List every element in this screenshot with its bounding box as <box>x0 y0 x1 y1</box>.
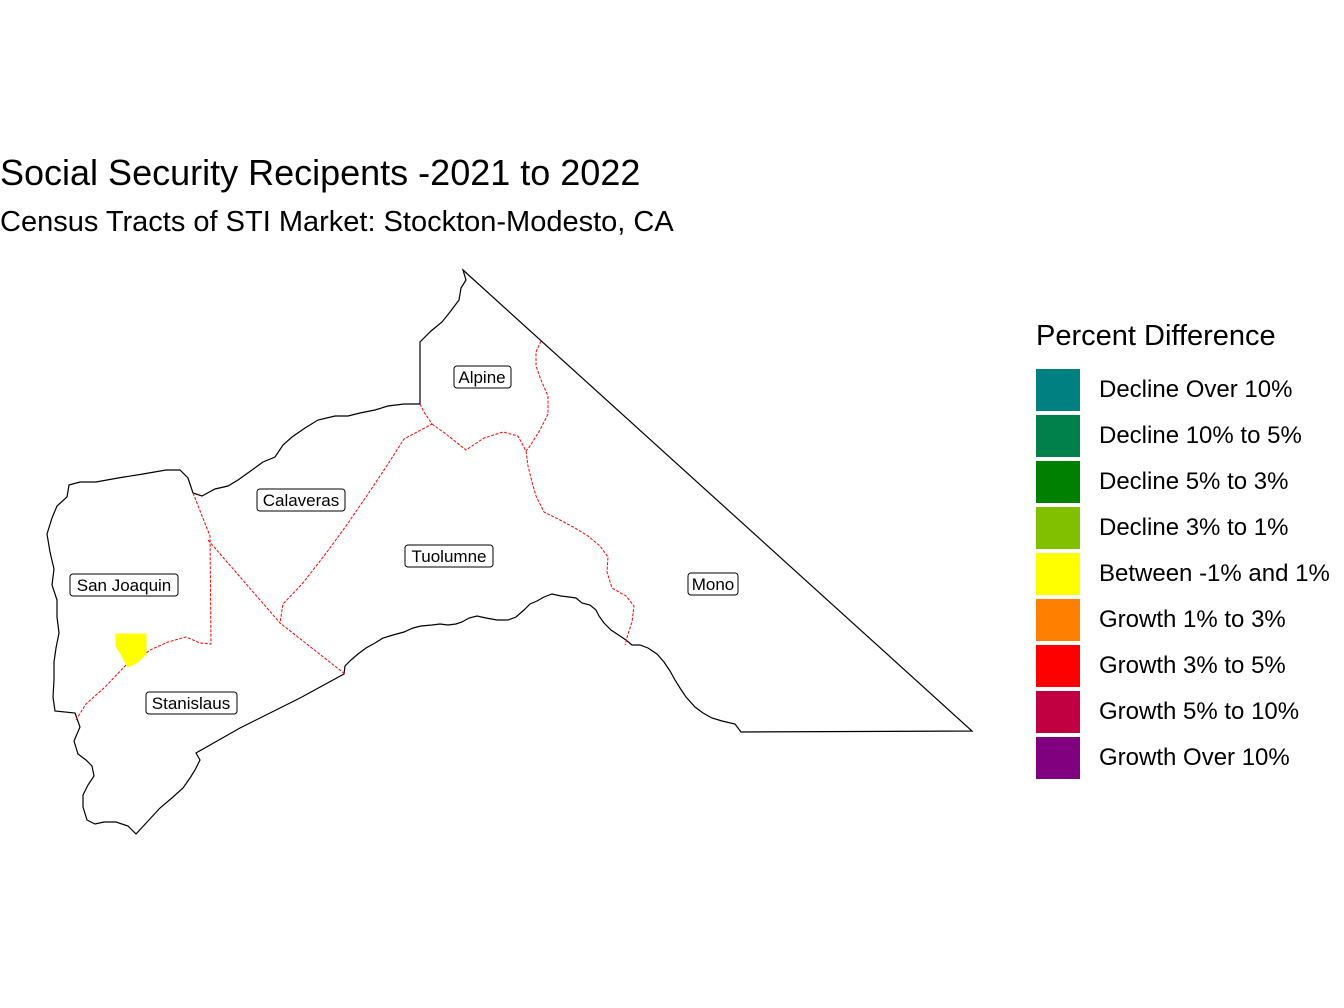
tract-between-minus1-and-1 <box>115 633 147 668</box>
map-title: Social Security Recipents -2021 to 2022 <box>0 152 641 193</box>
map-subtitle: Census Tracts of STI Market: Stockton-Mo… <box>0 206 674 238</box>
legend-label: Growth 3% to 5% <box>1099 652 1286 679</box>
county-label-mono: Mono <box>687 572 739 596</box>
legend-swatch <box>1036 645 1080 687</box>
legend-item: Decline 10% to 5% <box>1036 413 1330 459</box>
legend: Percent Difference Decline Over 10% Decl… <box>1036 320 1330 781</box>
county-label-san-joaquin: San Joaquin <box>69 573 179 597</box>
county-label-tuolumne: Tuolumne <box>404 544 494 568</box>
county-label-calaveras: Calaveras <box>256 488 346 512</box>
legend-swatch <box>1036 737 1080 779</box>
legend-swatch <box>1036 553 1080 595</box>
legend-title: Percent Difference <box>1036 320 1276 352</box>
legend-swatch <box>1036 415 1080 457</box>
legend-label: Decline Over 10% <box>1099 376 1293 403</box>
legend-item: Decline 5% to 3% <box>1036 459 1330 505</box>
legend-label: Decline 5% to 3% <box>1099 468 1289 495</box>
svg-text:Stanislaus: Stanislaus <box>152 694 230 713</box>
legend-item: Growth 3% to 5% <box>1036 643 1330 689</box>
legend-item: Growth 1% to 3% <box>1036 597 1330 643</box>
legend-item: Growth Over 10% <box>1036 735 1330 781</box>
legend-item: Decline 3% to 1% <box>1036 505 1330 551</box>
county-borders <box>75 340 635 721</box>
legend-label: Decline 10% to 5% <box>1099 422 1302 449</box>
legend-label: Between -1% and 1% <box>1099 560 1330 587</box>
svg-text:Alpine: Alpine <box>458 368 505 387</box>
svg-text:Calaveras: Calaveras <box>263 491 340 510</box>
svg-text:Mono: Mono <box>692 575 735 594</box>
map-canvas: Alpine Calaveras Tuolumne San Joaquin Mo… <box>46 268 974 835</box>
legend-label: Decline 3% to 1% <box>1099 514 1289 541</box>
svg-text:San Joaquin: San Joaquin <box>77 576 172 595</box>
legend-label: Growth 1% to 3% <box>1099 606 1286 633</box>
legend-items: Decline Over 10% Decline 10% to 5% Decli… <box>1036 367 1330 781</box>
county-label-stanislaus: Stanislaus <box>145 691 238 715</box>
legend-swatch <box>1036 691 1080 733</box>
legend-item: Between -1% and 1% <box>1036 551 1330 597</box>
svg-text:Tuolumne: Tuolumne <box>412 547 487 566</box>
legend-item: Growth 5% to 10% <box>1036 689 1330 735</box>
legend-swatch <box>1036 599 1080 641</box>
market-outline <box>46 268 974 835</box>
legend-label: Growth 5% to 10% <box>1099 698 1300 725</box>
legend-swatch <box>1036 461 1080 503</box>
legend-item: Decline Over 10% <box>1036 367 1330 413</box>
legend-swatch <box>1036 369 1080 411</box>
legend-swatch <box>1036 507 1080 549</box>
county-label-alpine: Alpine <box>453 365 512 389</box>
legend-label: Growth Over 10% <box>1099 744 1290 771</box>
